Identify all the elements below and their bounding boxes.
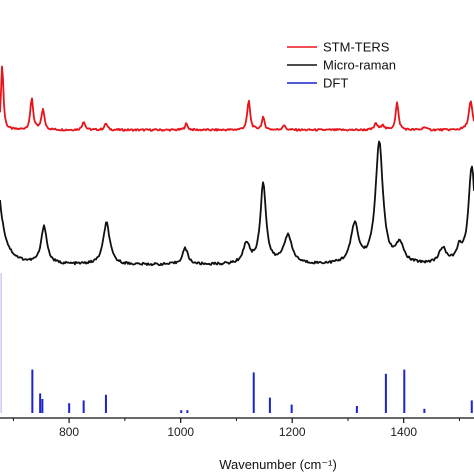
- x-axis-title: Wavenumber (cm⁻¹): [219, 457, 337, 472]
- x-tick-label: 1000: [167, 425, 194, 439]
- x-tick-label: 1200: [279, 425, 306, 439]
- series-layer: [0, 65, 474, 413]
- series-dft: [0, 273, 473, 413]
- x-axis: 800 1000 1200 1400: [0, 417, 474, 439]
- legend-label-micro-raman: Micro-raman: [323, 58, 396, 73]
- x-tick-label: 1400: [390, 425, 417, 439]
- legend-label-stm-ters: STM-TERS: [323, 40, 390, 55]
- legend-label-dft: DFT: [323, 76, 348, 91]
- legend: STM-TERS Micro-raman DFT: [287, 40, 396, 91]
- series-micro-raman-line: [0, 140, 474, 267]
- series-stm-ters-line: [0, 65, 474, 132]
- x-tick-label: 800: [59, 425, 79, 439]
